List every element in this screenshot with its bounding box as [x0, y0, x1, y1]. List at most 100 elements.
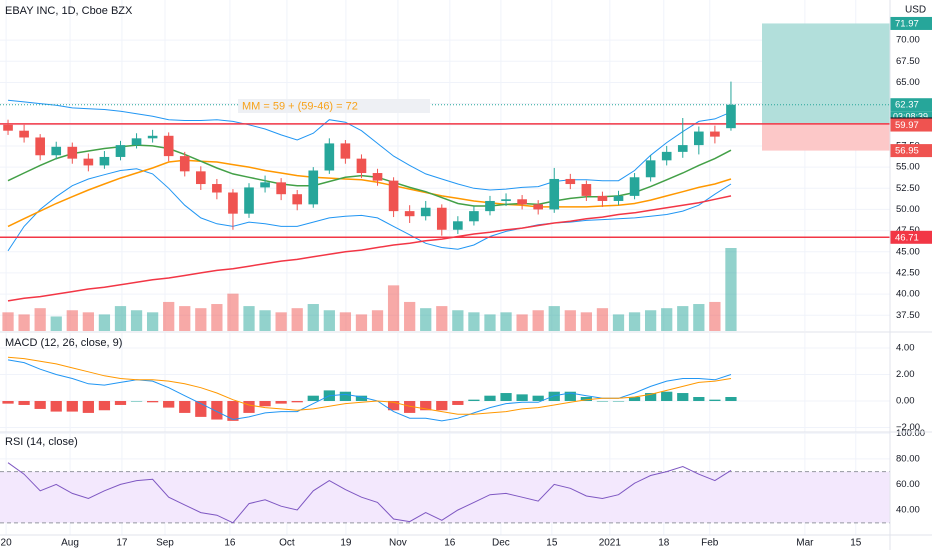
- macd-histogram-bar: [227, 400, 239, 421]
- target-price-label-box: [890, 16, 932, 30]
- candle-body: [501, 199, 511, 201]
- candle-body: [420, 207, 431, 217]
- macd-title: MACD (12, 26, close, 9): [5, 337, 122, 349]
- macd-histogram-bar: [628, 397, 641, 401]
- x-tick-label: 16: [224, 538, 236, 549]
- stop-price-label-box: [890, 144, 932, 158]
- candle-body: [244, 187, 254, 214]
- y-tick-label: 4.00: [896, 342, 915, 353]
- candle-body: [19, 130, 29, 138]
- candle-body: [163, 135, 174, 157]
- indicator-line: [7, 99, 732, 191]
- volume-bar: [564, 310, 576, 331]
- candle-body: [195, 171, 206, 185]
- macd-histogram-bar: [452, 400, 464, 405]
- y-tick-label: 45.00: [896, 246, 920, 257]
- macd-histogram-bar: [130, 400, 143, 402]
- y-tick-label: 2.00: [896, 369, 915, 380]
- macd-histogram-bar: [18, 400, 30, 405]
- x-tick-label: Dec: [492, 538, 510, 549]
- candle-body: [404, 211, 415, 217]
- volume-bar: [275, 312, 287, 331]
- y-tick-label: 52.50: [896, 183, 920, 194]
- macd-histogram-bar: [98, 400, 111, 411]
- candle-body: [645, 160, 656, 178]
- volume-bar: [420, 308, 432, 331]
- volume-bar: [82, 312, 94, 331]
- candle-body: [597, 195, 608, 201]
- macd-histogram-bar: [677, 393, 689, 401]
- y-tick-label: −2.00: [896, 422, 920, 433]
- macd-histogram-bar: [725, 397, 737, 401]
- volume-bar: [677, 306, 689, 331]
- macd-histogram-bar: [50, 400, 62, 412]
- macd-histogram-bar: [404, 400, 416, 413]
- macd-histogram-bar: [114, 400, 127, 405]
- volume-bar: [18, 314, 30, 331]
- y-tick-label: 37.50: [896, 310, 920, 321]
- x-tick-label: Oct: [279, 538, 295, 549]
- candle-body: [677, 145, 688, 152]
- volume-bar: [195, 308, 207, 331]
- macd-histogram-bar: [163, 400, 175, 408]
- indicator-line: [7, 195, 732, 302]
- volume-bar: [50, 316, 62, 331]
- macd-histogram-bar: [146, 400, 159, 403]
- macd-histogram-bar: [307, 395, 319, 401]
- candle-body: [694, 131, 704, 146]
- candle-body: [340, 143, 351, 159]
- annotation-background: [238, 99, 430, 113]
- macd-histogram-bar: [211, 400, 223, 420]
- volume-bar: [725, 248, 737, 331]
- x-tick-label: 15: [546, 538, 558, 549]
- candle-body: [3, 124, 13, 131]
- currency: USD: [905, 5, 926, 16]
- macd-histogram-bar: [355, 395, 368, 401]
- countdown: 03:08:39: [893, 112, 928, 122]
- volume-bar: [628, 312, 641, 331]
- candle-body: [308, 170, 319, 205]
- candle-body: [372, 173, 383, 181]
- macd-histogram-bar: [468, 399, 480, 401]
- macd-histogram-bar: [259, 400, 271, 407]
- y-tick-label: 55.00: [896, 162, 920, 173]
- volume-bar: [484, 314, 496, 331]
- symbol-title: EBAY INC, 1D, Cboe BZX: [5, 5, 133, 17]
- volume-bar: [709, 301, 721, 331]
- volume-bar: [34, 308, 46, 331]
- volume-bar: [211, 304, 223, 331]
- volume-bar: [243, 306, 255, 331]
- candle-body: [35, 137, 45, 156]
- macd-histogram-bar: [291, 400, 303, 403]
- candle-body: [324, 143, 335, 171]
- y-tick-label: 50.00: [896, 204, 920, 215]
- candle-body: [276, 182, 286, 195]
- x-tick-label: 15: [850, 538, 862, 549]
- candle-body: [469, 211, 479, 222]
- volume-bar: [548, 306, 560, 331]
- volume-bar: [66, 310, 78, 331]
- volume-bar: [452, 310, 464, 331]
- macd-histogram-bar: [645, 393, 657, 401]
- macd-histogram-bar: [500, 393, 512, 401]
- x-tick-label: Nov: [389, 538, 407, 549]
- volume-bar: [323, 310, 335, 331]
- candle-body: [115, 145, 126, 157]
- rsi-band-fill: [0, 471, 890, 523]
- macd-histogram-bar: [564, 391, 576, 401]
- volume-bar: [114, 306, 127, 331]
- candle-body: [228, 192, 238, 214]
- candle-body: [517, 199, 527, 205]
- x-tick-label: 20: [1, 538, 13, 549]
- level-price-label-box: [890, 230, 932, 244]
- x-tick-label: 16: [444, 538, 456, 549]
- macd-histogram-bar: [580, 397, 592, 401]
- volume-bar: [500, 312, 512, 331]
- stop-price-label: 56.95: [895, 146, 919, 157]
- macd-histogram-bar: [195, 400, 207, 417]
- macd-histogram-bar: [548, 391, 560, 401]
- volume-bar: [307, 304, 319, 331]
- candle-body: [661, 151, 672, 161]
- y-tick-label: 80.00: [896, 453, 920, 464]
